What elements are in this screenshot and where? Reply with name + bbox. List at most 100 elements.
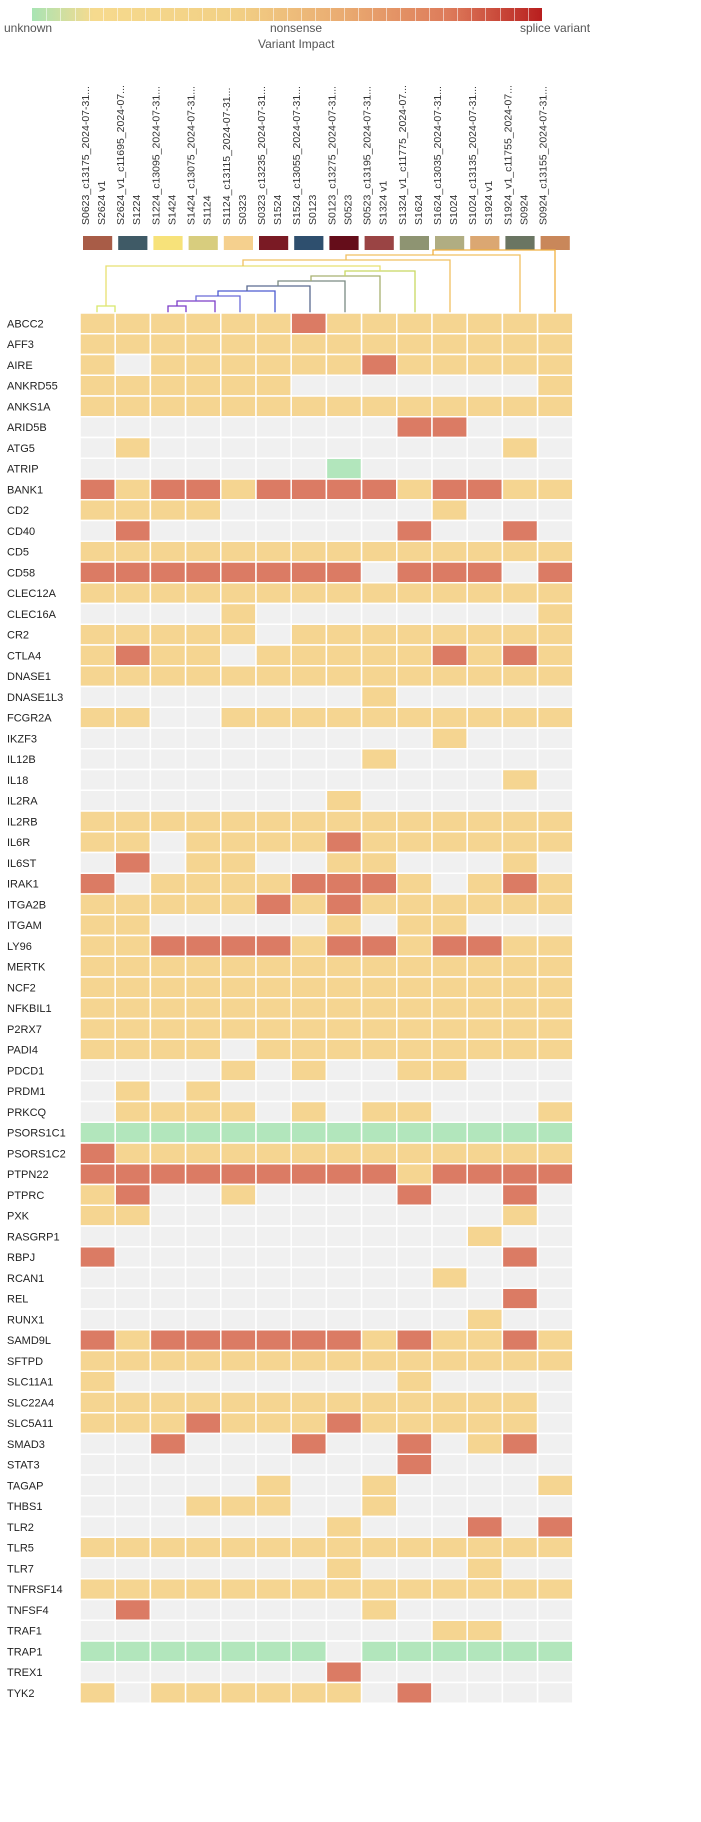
heatmap-cell — [255, 353, 292, 376]
heatmap-cell — [290, 1474, 328, 1497]
heatmap-cell — [536, 1183, 574, 1206]
heatmap-cell — [184, 519, 222, 542]
legend-segment — [258, 8, 260, 21]
heatmap-cell — [501, 644, 539, 667]
heatmap-cell — [431, 1308, 468, 1331]
heatmap-cell — [149, 1080, 187, 1103]
heatmap-cell — [431, 353, 468, 376]
heatmap-cell — [114, 395, 152, 418]
heatmap-cell — [360, 1163, 398, 1186]
heatmap-cell — [431, 976, 468, 999]
heatmap-cell — [466, 1557, 504, 1580]
heatmap-cell — [360, 1536, 398, 1559]
heatmap-cell — [431, 499, 468, 522]
heatmap-cell — [220, 602, 257, 625]
heatmap-cell — [466, 374, 504, 397]
heatmap-cell — [396, 1370, 433, 1393]
heatmap-cell — [114, 893, 152, 916]
heatmap-cell — [431, 1412, 468, 1435]
heatmap-cell — [360, 706, 398, 729]
heatmap-cell — [184, 1515, 222, 1538]
heatmap-cell — [536, 644, 574, 667]
heatmap-cell — [325, 831, 363, 854]
column-label: S1324 v1 — [378, 180, 390, 225]
heatmap-cell — [290, 893, 328, 916]
heatmap-cell — [325, 395, 363, 418]
row-label: AFF3 — [7, 339, 34, 351]
heatmap-cell — [536, 1308, 574, 1331]
heatmap-cell — [290, 1432, 328, 1455]
heatmap-cell — [255, 1329, 292, 1352]
heatmap-cell — [79, 1432, 116, 1455]
heatmap-cell — [255, 1412, 292, 1435]
heatmap-cell — [466, 893, 504, 916]
heatmap-cell — [149, 1515, 187, 1538]
heatmap-cell — [255, 395, 292, 418]
row-label: CR2 — [7, 630, 29, 642]
heatmap-cell — [114, 1453, 152, 1476]
heatmap-cell — [396, 436, 433, 459]
column-label: S1424 — [166, 194, 178, 225]
heatmap-cell — [184, 1038, 222, 1061]
heatmap-cell — [220, 1391, 257, 1414]
heatmap-cell — [184, 561, 222, 584]
heatmap-cell — [184, 1308, 222, 1331]
heatmap-cell — [431, 623, 468, 646]
heatmap-cell — [466, 789, 504, 812]
heatmap-cell — [114, 1308, 152, 1331]
heatmap-cell — [255, 602, 292, 625]
heatmap-cell — [290, 1017, 328, 1040]
heatmap-cell — [114, 706, 152, 729]
heatmap-cell — [360, 851, 398, 874]
heatmap-cell — [501, 872, 539, 895]
heatmap-cell — [466, 1142, 504, 1165]
heatmap-cell — [466, 1038, 504, 1061]
heatmap-cell — [184, 1578, 222, 1601]
heatmap-cell — [501, 395, 539, 418]
heatmap-cell — [184, 1681, 222, 1704]
heatmap-cell — [325, 934, 363, 957]
heatmap-cell — [396, 1059, 433, 1082]
heatmap-cell — [536, 665, 574, 688]
heatmap-cell — [431, 1246, 468, 1269]
heatmap-cell — [220, 561, 257, 584]
heatmap-cell — [466, 1412, 504, 1435]
heatmap-cell — [536, 623, 574, 646]
heatmap-cell — [255, 333, 292, 356]
legend-color-scale — [32, 8, 542, 21]
heatmap-cell — [536, 1474, 574, 1497]
heatmap-cell — [79, 623, 116, 646]
heatmap-cell — [220, 934, 257, 957]
heatmap-cell — [396, 519, 433, 542]
row-label: TRAF1 — [7, 1626, 42, 1638]
row-label: SAMD9L — [7, 1335, 51, 1347]
row-label: NCF2 — [7, 982, 36, 994]
heatmap-cell — [360, 810, 398, 833]
heatmap-cell — [220, 1308, 257, 1331]
row-label: CLEC12A — [7, 588, 57, 600]
heatmap-cell — [114, 851, 152, 874]
heatmap-cell — [184, 1329, 222, 1352]
heatmap-cell — [220, 1661, 257, 1684]
heatmap-cell — [325, 1329, 363, 1352]
heatmap-cell — [360, 1391, 398, 1414]
heatmap-cell — [325, 1619, 363, 1642]
heatmap-cell — [501, 1225, 539, 1248]
heatmap-cell — [184, 1204, 222, 1227]
heatmap-cell — [431, 1017, 468, 1040]
heatmap-cell — [360, 1557, 398, 1580]
heatmap-cell — [255, 768, 292, 791]
heatmap-cell — [114, 1100, 152, 1123]
heatmap-cell — [290, 1038, 328, 1061]
heatmap-cell — [396, 1578, 433, 1601]
heatmap-cell — [184, 1661, 222, 1684]
heatmap-cell — [396, 997, 433, 1020]
heatmap-cell — [114, 997, 152, 1020]
heatmap-cell — [149, 1204, 187, 1227]
row-label: RBPJ — [7, 1252, 35, 1264]
legend-segment — [173, 8, 175, 21]
row-label: SMAD3 — [7, 1439, 45, 1451]
heatmap-cell — [184, 665, 222, 688]
heatmap-cell — [255, 1370, 292, 1393]
heatmap-cell — [149, 1578, 187, 1601]
